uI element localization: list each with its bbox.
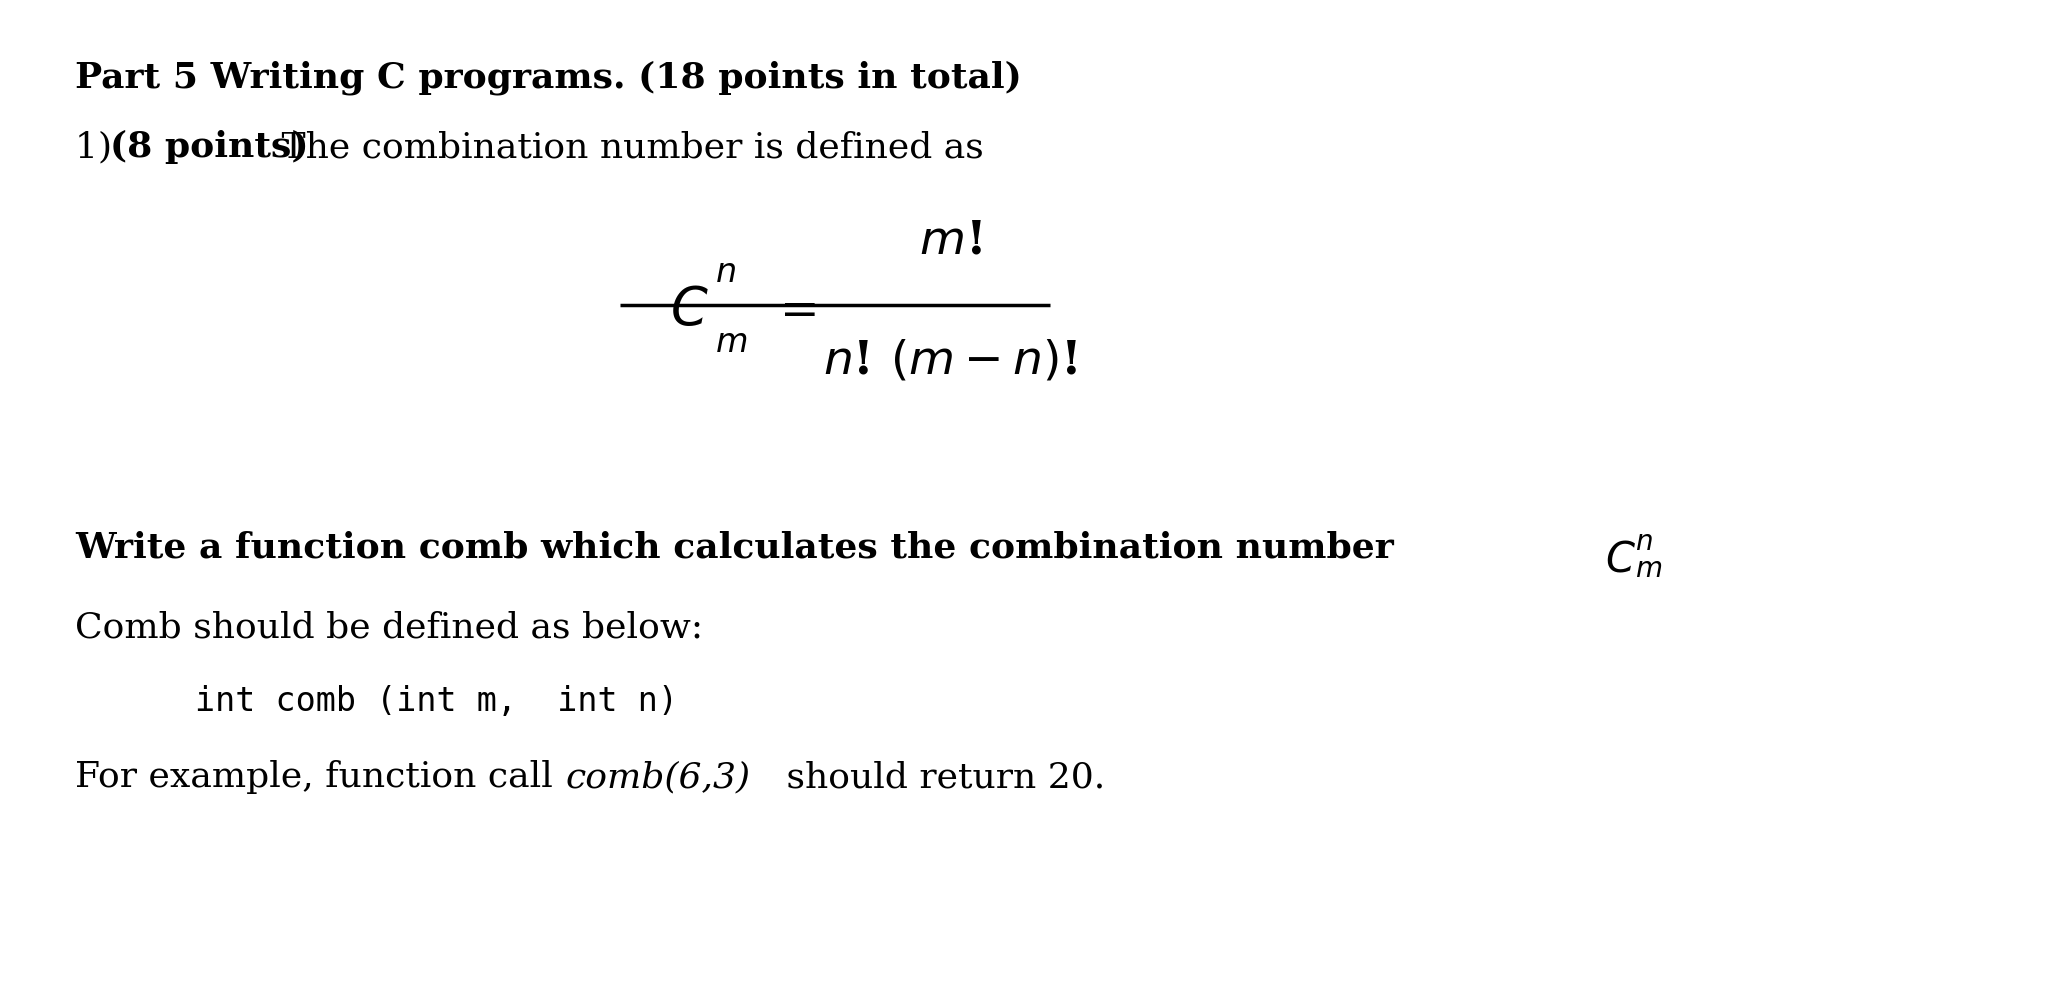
Text: Comb should be defined as below:: Comb should be defined as below: <box>76 610 704 644</box>
Text: $\mathbf{\mathit{m}}$: $\mathbf{\mathit{m}}$ <box>714 326 747 359</box>
Text: $\mathbf{\mathit{n}}$: $\mathbf{\mathit{n}}$ <box>1635 528 1653 556</box>
Text: should return 20.: should return 20. <box>775 760 1105 794</box>
Text: $\mathbf{\mathit{C}}$: $\mathbf{\mathit{C}}$ <box>669 284 708 336</box>
Text: 1): 1) <box>76 130 123 164</box>
Text: $\mathbf{\mathit{m}}$!: $\mathbf{\mathit{m}}$! <box>919 217 982 263</box>
Text: comb(6,3): comb(6,3) <box>565 760 751 794</box>
Text: For example, function call: For example, function call <box>76 760 565 794</box>
Text: int comb (int m,  int n): int comb (int m, int n) <box>194 685 677 718</box>
Text: Write a function comb which calculates the combination number: Write a function comb which calculates t… <box>76 530 1406 564</box>
Text: Part 5 Writing C programs. (18 points in total): Part 5 Writing C programs. (18 points in… <box>76 60 1021 95</box>
Text: $\mathbf{\mathit{C}}$: $\mathbf{\mathit{C}}$ <box>1604 538 1637 580</box>
Text: (8 points): (8 points) <box>110 130 309 164</box>
Text: $\mathbf{\mathit{n}}$! $(\mathbf{\mathit{m}} - \mathbf{\mathit{n}})$!: $\mathbf{\mathit{n}}$! $(\mathbf{\mathit… <box>822 337 1078 383</box>
Text: $\mathbf{\mathit{n}}$: $\mathbf{\mathit{n}}$ <box>714 256 737 289</box>
Text: The combination number is defined as: The combination number is defined as <box>270 130 984 164</box>
Text: $\mathbf{\mathit{m}}$: $\mathbf{\mathit{m}}$ <box>1635 555 1661 583</box>
Text: $=$: $=$ <box>769 288 816 333</box>
